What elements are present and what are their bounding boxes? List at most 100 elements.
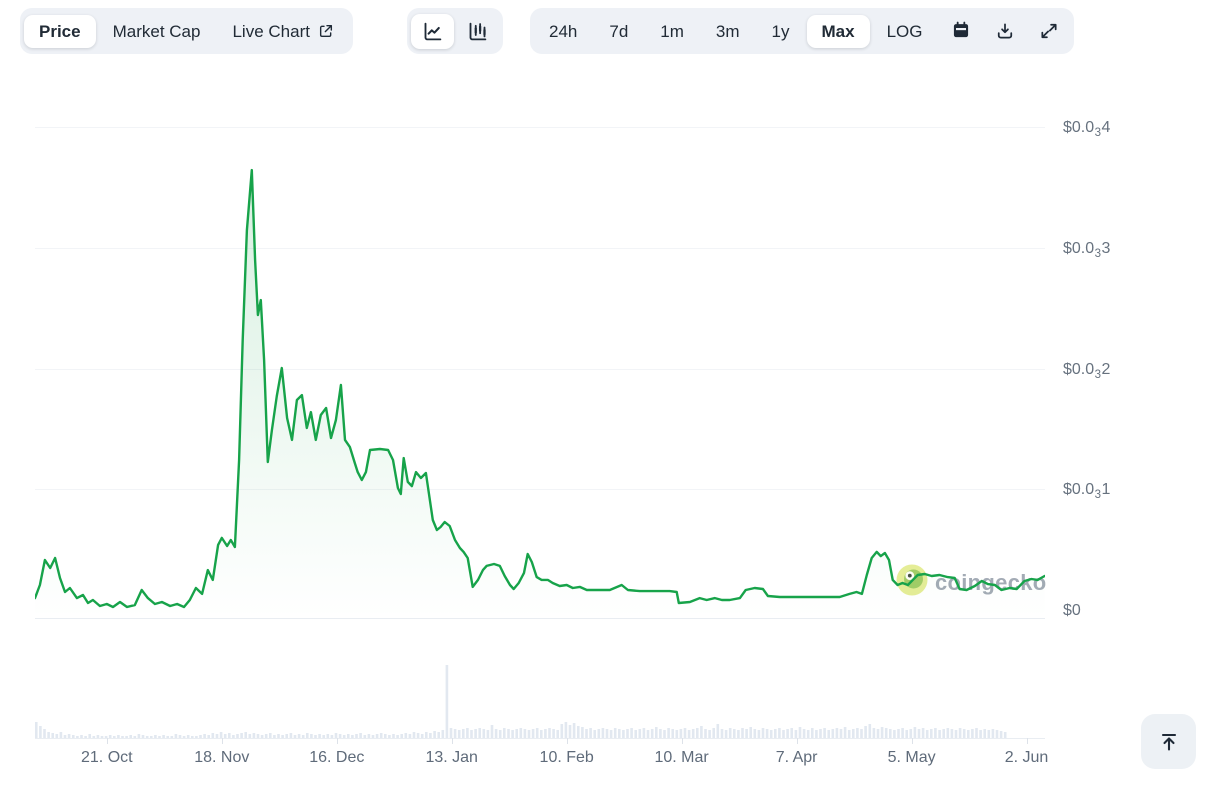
volume-bar (535, 728, 539, 738)
calendar-button[interactable] (940, 13, 982, 50)
x-axis-label: 7. Apr (775, 749, 818, 766)
volume-bar (527, 730, 531, 738)
range-7d-button[interactable]: 7d (594, 15, 643, 48)
volume-bar (133, 736, 137, 738)
range-3m-button[interactable]: 3m (701, 15, 755, 48)
volume-bar (433, 731, 436, 738)
volume-bar (203, 734, 206, 738)
volume-bar (917, 729, 921, 738)
chart-type-line-button[interactable] (411, 13, 454, 49)
volume-bar (659, 729, 662, 738)
chart-type-candlestick-button[interactable] (456, 14, 499, 49)
volume-bar (741, 728, 744, 738)
volume-bar (145, 736, 149, 738)
log-scale-button[interactable]: LOG (872, 15, 938, 48)
volume-bar (687, 730, 691, 738)
volume-bar (1003, 732, 1007, 738)
volume-bar (236, 734, 239, 738)
range-1m-button[interactable]: 1m (645, 15, 699, 48)
volume-bar (642, 728, 646, 738)
volume-bar (338, 734, 342, 738)
volume-bar (269, 733, 272, 738)
volume-bar (650, 729, 654, 738)
volume-bar (720, 729, 724, 738)
volume-bar (400, 734, 403, 738)
volume-bar (934, 728, 937, 738)
range-24h-button[interactable]: 24h (534, 15, 592, 48)
y-axis-label: $0.032 (1063, 361, 1111, 381)
volume-bar (958, 728, 962, 738)
download-button[interactable] (984, 14, 1026, 48)
volume-bar (96, 735, 100, 738)
volume-bar (925, 730, 929, 738)
volume-bar (342, 735, 346, 738)
volume-bar (897, 729, 900, 738)
scroll-to-top-button[interactable] (1141, 714, 1196, 769)
volume-bar (901, 728, 904, 738)
volume-bar (429, 733, 432, 738)
volume-bar (856, 728, 859, 738)
volume-bar (363, 735, 367, 738)
volume-bar (979, 730, 982, 738)
volume-bar (289, 733, 293, 738)
volume-bar (667, 728, 670, 738)
volume-bar (425, 732, 428, 738)
volume-bar (388, 735, 391, 738)
price-chart[interactable] (35, 85, 1045, 618)
volume-bar (991, 729, 995, 738)
y-axis-label: $0.031 (1063, 481, 1111, 501)
volume-bar (983, 729, 986, 738)
tab-market-cap[interactable]: Market Cap (98, 15, 216, 48)
volume-bar (999, 731, 1003, 738)
volume-bar (408, 734, 412, 738)
volume-bar (815, 730, 818, 738)
tab-live-chart-label: Live Chart (232, 21, 310, 41)
tab-live-chart[interactable]: Live Chart (217, 15, 348, 48)
volume-bar (314, 735, 317, 738)
tab-price[interactable]: Price (24, 14, 96, 48)
fullscreen-button[interactable] (1028, 14, 1070, 48)
volume-bar (880, 727, 884, 738)
volume-bar (704, 729, 707, 738)
volume-bar (47, 732, 50, 738)
volume-bar (228, 733, 231, 738)
volume-bar (585, 729, 588, 738)
y-axis-label: $0 (1063, 602, 1081, 619)
volume-bar (150, 736, 153, 738)
volume-bar (359, 733, 362, 738)
volume-bar (478, 728, 481, 738)
calendar-icon (951, 20, 971, 43)
volume-bar (523, 729, 527, 738)
gridline (35, 369, 1045, 370)
range-max-button[interactable]: Max (806, 14, 870, 48)
y-axis-label: $0.034 (1063, 119, 1111, 139)
volume-bar (913, 727, 917, 738)
volume-bar (67, 734, 71, 738)
volume-bar (827, 730, 830, 738)
volume-bar (683, 728, 687, 738)
x-axis-line (35, 738, 1045, 739)
volume-bar (819, 729, 822, 738)
volume-bar (893, 730, 896, 738)
y-axis-label: $0.033 (1063, 240, 1111, 260)
volume-bar (215, 734, 219, 738)
gridline (35, 248, 1045, 249)
volume-bar (618, 729, 621, 738)
volume-bar (675, 730, 679, 738)
volume-bar (613, 728, 617, 738)
volume-bar (141, 735, 145, 738)
volume-bar (351, 735, 354, 738)
volume-bar (174, 734, 178, 738)
range-1y-button[interactable]: 1y (757, 15, 805, 48)
x-axis-tick (911, 738, 913, 744)
volume-bar (655, 727, 658, 738)
volume-bar (794, 730, 798, 738)
volume-bar (507, 729, 510, 738)
volume-bar (264, 734, 268, 738)
range-1m-label: 1m (660, 21, 684, 41)
volume-bar (104, 736, 108, 738)
tab-price-label: Price (39, 21, 81, 41)
volume-bar (199, 735, 202, 738)
volume-bar (437, 732, 440, 738)
volume-bar (626, 729, 629, 738)
